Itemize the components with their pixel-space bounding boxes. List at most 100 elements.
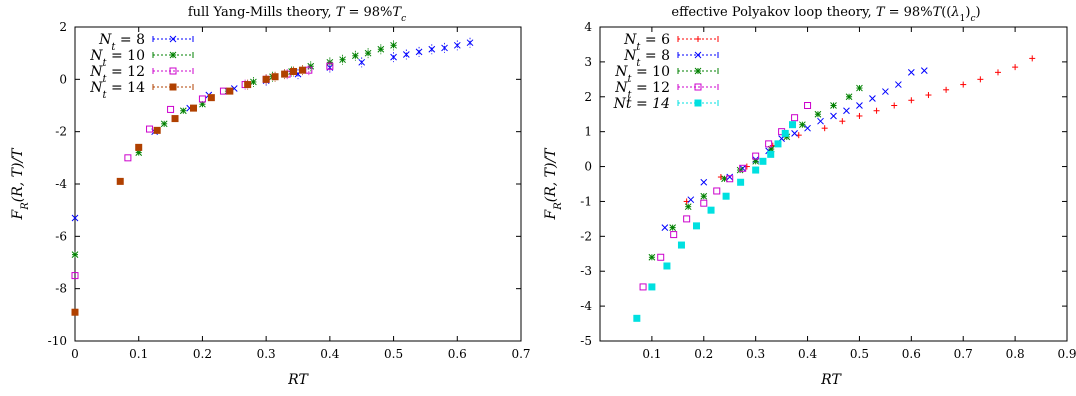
data-point (830, 112, 837, 120)
data-point (466, 39, 474, 47)
data-point (856, 84, 863, 92)
y-tick-label: -6 (55, 229, 67, 243)
data-point (71, 308, 79, 316)
data-point (693, 222, 701, 230)
data-point (687, 196, 695, 204)
data-point (116, 177, 124, 185)
data-point (135, 143, 143, 151)
data-point (752, 166, 760, 174)
data-point (856, 112, 863, 119)
y-tick-label: 1 (584, 125, 592, 139)
data-point (428, 45, 436, 53)
data-point (791, 130, 798, 137)
data-point (670, 231, 678, 239)
legend-label: Nt = 10 (614, 64, 670, 85)
series-0 (683, 55, 1036, 205)
data-point (298, 66, 306, 74)
data-point (700, 199, 708, 207)
data-point (415, 48, 423, 56)
data-point (700, 192, 708, 200)
data-point (226, 87, 234, 95)
x-axis-label: RT (287, 372, 309, 388)
y-tick-label: 0 (59, 72, 67, 86)
legend-label: Nt = 14 (89, 80, 145, 101)
data-point (804, 102, 812, 109)
x-tick-label: 0.7 (954, 347, 973, 361)
data-point (839, 118, 846, 125)
legend-marker (694, 67, 702, 75)
data-point (845, 93, 853, 101)
legend-marker (694, 99, 702, 107)
y-tick-label: -3 (580, 264, 592, 278)
data-point (1029, 55, 1036, 62)
y-tick-label: -5 (580, 334, 592, 348)
legend-marker (694, 83, 702, 91)
data-point (752, 152, 760, 160)
data-point (639, 283, 647, 291)
data-point (198, 95, 206, 103)
data-point (262, 75, 270, 83)
x-tick-label: 0.2 (193, 347, 212, 361)
data-point (869, 95, 876, 102)
chart-title: full Yang-Mills theory, T = 98%Tc (188, 5, 406, 24)
series-4 (633, 121, 797, 322)
data-point (774, 140, 782, 148)
data-point (657, 253, 665, 261)
data-point (669, 224, 676, 231)
data-point (633, 314, 641, 322)
data-point (663, 262, 671, 270)
legend-label: Nt = 12 (89, 64, 145, 85)
data-point (817, 117, 824, 125)
x-tick-label: 0.3 (257, 347, 276, 361)
legend-marker (169, 67, 177, 75)
data-point (684, 203, 692, 211)
data-point (207, 94, 215, 102)
data-point (994, 69, 1001, 76)
legend-label: Nt = 8 (98, 32, 145, 53)
data-point (441, 44, 448, 52)
data-point (799, 121, 806, 129)
chart-full-yang-mills: full Yang-Mills theory, T = 98%Tc RT FR(… (10, 5, 531, 388)
series-3 (71, 65, 306, 316)
y-tick-label: -4 (580, 299, 592, 313)
y-axis-label: FR(R, T)/T (10, 147, 31, 221)
y-tick-label: -8 (55, 282, 67, 296)
x-tick-label: 0.3 (746, 347, 765, 361)
data-point (146, 125, 154, 133)
data-point (843, 107, 850, 115)
data-point (402, 51, 410, 58)
data-point (726, 175, 734, 183)
legend-marker (169, 83, 177, 91)
data-point (767, 150, 775, 158)
x-tick-label: 0.4 (320, 347, 339, 361)
data-point (895, 81, 902, 88)
y-tick-label: -1 (580, 194, 592, 208)
data-point (281, 70, 289, 78)
x-tick-label: 0.7 (511, 347, 530, 361)
x-tick-label: 0.5 (850, 347, 869, 361)
series-1 (661, 67, 928, 231)
legend-label: Nt = 10 (89, 48, 145, 69)
y-tick-label: 3 (584, 55, 592, 69)
data-point (171, 115, 179, 123)
data-point (677, 241, 685, 249)
data-point (1012, 64, 1019, 71)
data-point (364, 49, 372, 57)
plot-frame (599, 26, 1068, 342)
data-point (726, 173, 734, 181)
data-point (791, 114, 799, 122)
data-point (765, 140, 773, 148)
y-tick-label: -4 (55, 177, 67, 191)
data-point (71, 214, 79, 222)
x-axis-label: RT (820, 372, 842, 388)
data-point (737, 178, 745, 186)
data-point (925, 92, 932, 99)
legend-marker (695, 36, 701, 42)
data-point (390, 53, 397, 61)
y-tick-label: -10 (48, 334, 67, 348)
legend-label: Nt = 6 (623, 32, 670, 53)
y-axis-label: FR(R, T)/T (543, 147, 564, 221)
data-point (873, 107, 880, 114)
data-point (891, 102, 898, 109)
